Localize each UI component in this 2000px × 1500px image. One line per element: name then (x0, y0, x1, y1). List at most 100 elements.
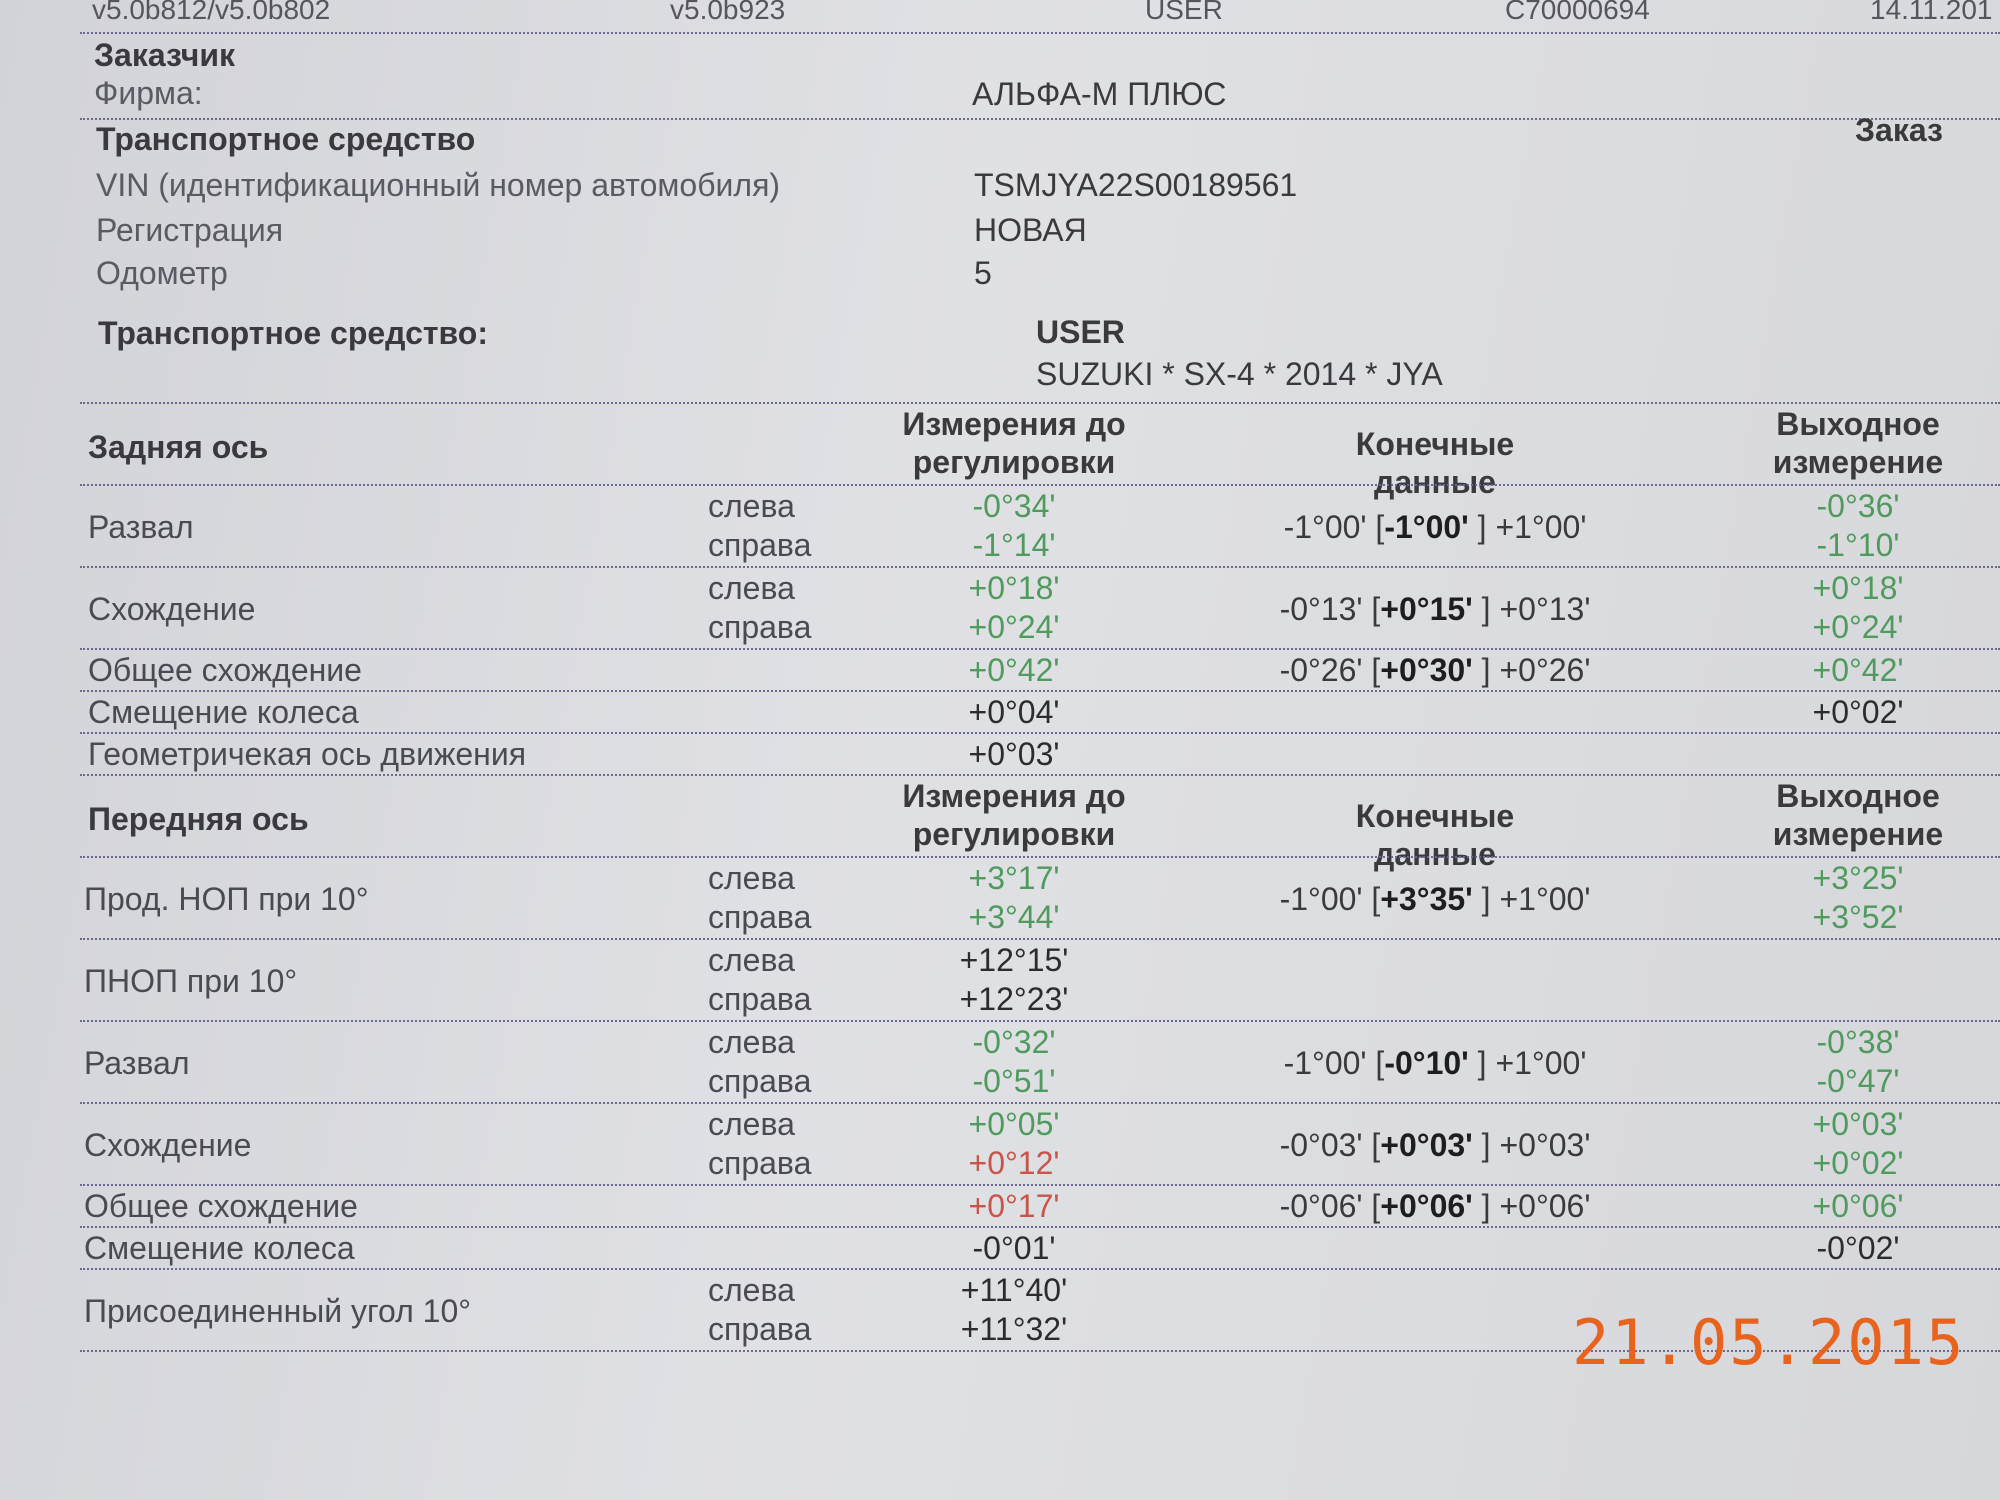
after-value: +0°02' (1812, 1145, 1904, 1181)
parameter-name: Геометричекая ось движения (88, 736, 527, 772)
side-label: справа (708, 609, 812, 645)
header-cell: v5.0b812/v5.0b802 (92, 0, 331, 25)
vehicle-field-label: Регистрация (96, 212, 284, 248)
parameter-name: Присоединенный угол 10° (84, 1293, 472, 1329)
row-rule (80, 484, 2000, 486)
vehicle-field-value: 5 (974, 255, 992, 291)
header-cell: v5.0b923 (670, 0, 786, 25)
model-name: SUZUKI * SX-4 * 2014 * JYA (1036, 356, 1443, 392)
after-value: +0°18' (1812, 570, 1904, 606)
column-header: Выходное измерение (1772, 778, 1944, 852)
spec-low: -1°00' [ (1283, 509, 1385, 545)
after-value: +0°42' (1812, 652, 1904, 688)
before-value: +0°05' (968, 1106, 1060, 1142)
row-rule (80, 1226, 2000, 1228)
parameter-name: Смещение колеса (84, 1230, 355, 1266)
firm-label: Фирма: (94, 75, 203, 111)
before-value: -1°14' (972, 527, 1056, 563)
vehicle-field-label: VIN (идентификационный номер автомобиля) (96, 167, 781, 203)
column-header: Выходное измерение (1772, 406, 1944, 480)
spec-high: ] +0°06' (1472, 1188, 1591, 1224)
spec-high: ] +1°00' (1472, 881, 1591, 917)
row-rule (80, 402, 2000, 404)
spec-range: -1°00' [-0°10' ] +1°00' (1284, 1044, 1587, 1082)
row-rule (80, 732, 2000, 734)
model-label: Транспортное средство: (98, 315, 488, 351)
before-value: +3°17' (968, 860, 1060, 896)
row-rule (80, 938, 2000, 940)
after-value: +3°25' (1812, 860, 1904, 896)
date-stamp: 21.05.2015 (1572, 1306, 1966, 1379)
side-label: слева (708, 1272, 795, 1308)
side-label: слева (708, 1106, 795, 1142)
vehicle-title: Транспортное средство (96, 121, 476, 157)
parameter-name: Схождение (84, 1127, 252, 1163)
before-value: +11°40' (960, 1272, 1068, 1308)
parameter-name: Общее схождение (88, 652, 362, 688)
before-value: +11°32' (960, 1311, 1068, 1347)
spec-low: -1°00' [ (1283, 1045, 1385, 1081)
before-value: +0°04' (968, 694, 1060, 730)
before-value: +0°12' (968, 1145, 1060, 1181)
row-rule (80, 32, 2000, 34)
parameter-name: Прод. НОП при 10° (84, 881, 369, 917)
after-value: +0°02' (1812, 694, 1904, 730)
side-label: слева (708, 942, 795, 978)
after-value: +0°03' (1812, 1106, 1904, 1142)
after-value: +3°52' (1812, 899, 1904, 935)
header-cell: C70000694 (1505, 0, 1650, 25)
side-label: слева (708, 860, 795, 896)
spec-nominal: +0°06' (1380, 1188, 1473, 1224)
before-value: -0°51' (972, 1063, 1056, 1099)
before-value: -0°01' (972, 1230, 1056, 1266)
column-header: Измерения до регулировки (902, 406, 1126, 480)
vehicle-field-value: TSMJYA22S00189561 (974, 167, 1298, 203)
after-value: -0°38' (1816, 1024, 1900, 1060)
firm-value: АЛЬФА-М ПЛЮС (972, 76, 1227, 112)
parameter-name: Смещение колеса (88, 694, 359, 730)
row-rule (80, 1350, 2000, 1352)
row-rule (80, 1268, 2000, 1270)
header-cell: 14.11.201 (1870, 0, 1993, 25)
after-value: -0°47' (1816, 1063, 1900, 1099)
after-value: +0°24' (1812, 609, 1904, 645)
row-rule (80, 648, 2000, 650)
row-rule (80, 690, 2000, 692)
side-label: справа (708, 1311, 812, 1347)
order-label: Заказ (1855, 112, 1943, 148)
spec-low: -0°13' [ (1279, 591, 1381, 627)
spec-nominal: -1°00' (1384, 509, 1469, 545)
before-value: +3°44' (968, 899, 1060, 935)
row-rule (80, 566, 2000, 568)
spec-range: -0°06' [+0°06' ] +0°06' (1280, 1187, 1591, 1225)
spec-high: ] +0°26' (1472, 652, 1591, 688)
model-user: USER (1036, 314, 1125, 350)
spec-nominal: +0°15' (1380, 591, 1473, 627)
before-value: +0°18' (968, 570, 1060, 606)
section-title: Передняя ось (88, 801, 309, 837)
column-header: Конечные данные (1355, 426, 1515, 500)
side-label: справа (708, 527, 812, 563)
after-value: -0°36' (1816, 488, 1900, 524)
column-header: Конечные данные (1355, 798, 1515, 872)
before-value: +0°42' (968, 652, 1060, 688)
before-value: +0°17' (968, 1188, 1060, 1224)
spec-nominal: +0°03' (1380, 1127, 1473, 1163)
spec-high: ] +1°00' (1468, 509, 1587, 545)
parameter-name: Развал (84, 1045, 190, 1081)
before-value: -0°32' (972, 1024, 1056, 1060)
spec-low: -1°00' [ (1279, 881, 1381, 917)
customer-title: Заказчик (94, 37, 235, 73)
after-value: -1°10' (1816, 527, 1900, 563)
row-rule (80, 856, 2000, 858)
parameter-name: ПНОП при 10° (84, 963, 298, 999)
after-value: -0°02' (1816, 1230, 1900, 1266)
spec-nominal: +0°30' (1380, 652, 1473, 688)
before-value: -0°34' (972, 488, 1056, 524)
spec-low: -0°26' [ (1279, 652, 1381, 688)
spec-range: -0°26' [+0°30' ] +0°26' (1280, 651, 1591, 689)
section-title: Задняя ось (88, 429, 269, 465)
before-value: +12°15' (959, 942, 1069, 978)
spec-range: -1°00' [-1°00' ] +1°00' (1284, 508, 1587, 546)
